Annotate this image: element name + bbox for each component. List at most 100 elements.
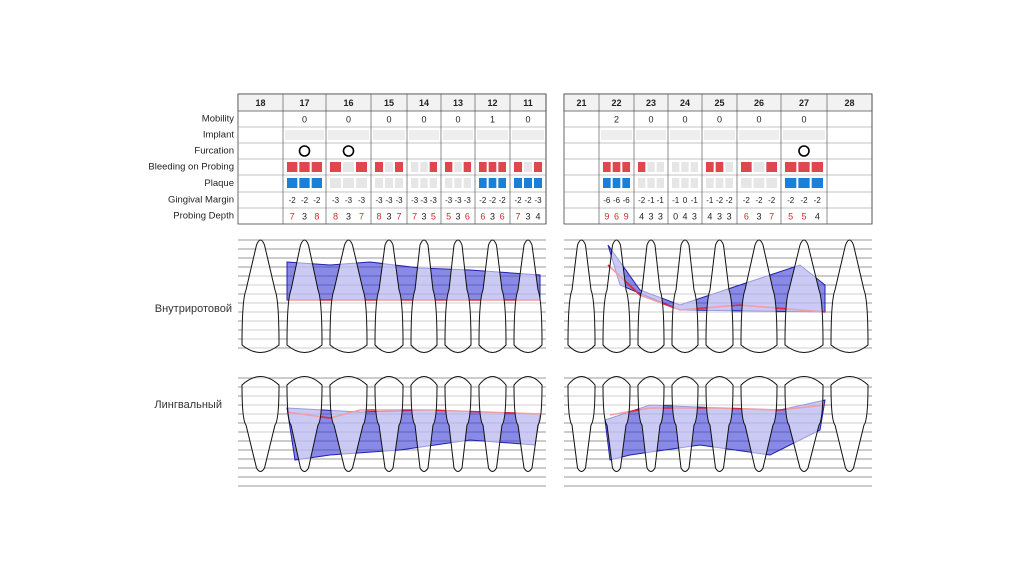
bleeding xyxy=(330,162,341,172)
probing-depth: 7 xyxy=(359,211,364,221)
mobility: 0 xyxy=(346,114,351,124)
tooth-number: 14 xyxy=(419,98,429,108)
gingival-margin: -3 xyxy=(430,196,438,205)
probing-depth: 4 xyxy=(707,211,712,221)
gingival-margin: -3 xyxy=(534,196,542,205)
implant-cell xyxy=(739,130,779,140)
lower-tooth xyxy=(241,376,280,472)
upper-tooth xyxy=(567,239,596,353)
plaque xyxy=(420,178,428,188)
probing-depth: 0 xyxy=(673,211,678,221)
tooth-number: 13 xyxy=(453,98,463,108)
plaque xyxy=(385,178,393,188)
upper-tooth xyxy=(671,239,699,353)
plaque xyxy=(706,178,714,188)
lower-tooth xyxy=(567,376,596,472)
bleeding xyxy=(706,162,714,172)
probing-depth: 3 xyxy=(490,211,495,221)
mobility: 0 xyxy=(421,114,426,124)
view-label: Внутриротовой xyxy=(155,303,232,315)
probing-depth: 8 xyxy=(314,211,319,221)
row-label: Probing Depth xyxy=(173,211,234,222)
gingival-margin: -1 xyxy=(647,196,655,205)
bleeding xyxy=(299,162,310,172)
tooth-number: 18 xyxy=(255,98,265,108)
plaque xyxy=(330,178,341,188)
gingival-margin: -6 xyxy=(613,196,621,205)
gingival-margin: -3 xyxy=(385,196,393,205)
gingival-margin: -3 xyxy=(332,196,340,205)
gingival-margin: -2 xyxy=(800,196,808,205)
lower-tooth xyxy=(830,376,869,472)
probing-depth: 7 xyxy=(769,211,774,221)
bleeding xyxy=(725,162,733,172)
plaque xyxy=(690,178,698,188)
row-label: Mobility xyxy=(202,114,234,125)
gingival-margin: -2 xyxy=(301,196,309,205)
probing-depth: 3 xyxy=(756,211,761,221)
probing-depth: 9 xyxy=(604,211,609,221)
mobility: 0 xyxy=(648,114,653,124)
plaque xyxy=(395,178,403,188)
bleeding xyxy=(638,162,646,172)
gingival-margin: -2 xyxy=(743,196,751,205)
lower-tooth xyxy=(374,376,404,472)
bleeding xyxy=(690,162,698,172)
probing-depth: 6 xyxy=(744,211,749,221)
lower-tooth xyxy=(286,376,323,472)
mobility: 0 xyxy=(682,114,687,124)
bleeding xyxy=(798,162,810,172)
gingival-margin: -2 xyxy=(814,196,822,205)
plaque xyxy=(287,178,298,188)
probing-depth: 4 xyxy=(639,211,644,221)
gingival-margin: -2 xyxy=(313,196,321,205)
plaque xyxy=(603,178,611,188)
upper-tooth xyxy=(602,239,631,353)
gingival-margin: -2 xyxy=(768,196,776,205)
plaque xyxy=(612,178,621,188)
probing-depth: 6 xyxy=(614,211,619,221)
plaque xyxy=(672,178,680,188)
implant-cell xyxy=(704,130,735,140)
plaque xyxy=(454,178,462,188)
tooth-number: 21 xyxy=(576,98,586,108)
furcation xyxy=(298,145,311,157)
probing-depth: 7 xyxy=(290,211,295,221)
mobility: 2 xyxy=(614,114,619,124)
row-label: Gingival Margin xyxy=(168,195,234,206)
bleeding xyxy=(656,162,664,172)
tooth-number: 25 xyxy=(714,98,724,108)
lower-tooth xyxy=(478,376,507,472)
gingival-margin: -3 xyxy=(464,196,472,205)
bleeding xyxy=(612,162,621,172)
probing-depth: 5 xyxy=(431,211,436,221)
plaque xyxy=(311,178,322,188)
lower-tooth xyxy=(444,376,472,472)
probing-depth: 3 xyxy=(421,211,426,221)
tooth-number: 12 xyxy=(487,98,497,108)
implant-cell xyxy=(477,130,508,140)
bleeding xyxy=(622,162,630,172)
mobility: 0 xyxy=(801,114,806,124)
mobility: 1 xyxy=(490,114,495,124)
plaque xyxy=(622,178,630,188)
probing-depth: 3 xyxy=(727,211,732,221)
gingival-margin: -3 xyxy=(375,196,383,205)
implant-cell xyxy=(670,130,700,140)
plaque xyxy=(514,178,522,188)
bleeding xyxy=(534,162,542,172)
bleeding xyxy=(681,162,689,172)
gingival-margin: -2 xyxy=(716,196,724,205)
tooth-number: 26 xyxy=(754,98,764,108)
plaque xyxy=(811,178,823,188)
plaque xyxy=(343,178,354,188)
gingival-margin: -3 xyxy=(445,196,453,205)
tooth-number: 27 xyxy=(799,98,809,108)
plaque xyxy=(785,178,797,188)
plaque xyxy=(498,178,506,188)
bleeding xyxy=(375,162,383,172)
probing-depth: 3 xyxy=(455,211,460,221)
upper-tooth xyxy=(329,239,368,353)
plaque xyxy=(299,178,310,188)
probing-depth: 7 xyxy=(396,211,401,221)
